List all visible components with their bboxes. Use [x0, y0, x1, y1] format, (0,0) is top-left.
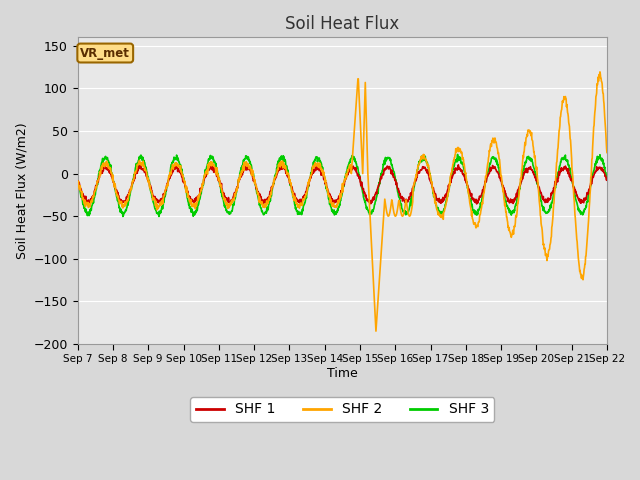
X-axis label: Time: Time: [327, 367, 358, 380]
Text: VR_met: VR_met: [80, 47, 130, 60]
Y-axis label: Soil Heat Flux (W/m2): Soil Heat Flux (W/m2): [15, 122, 28, 259]
Title: Soil Heat Flux: Soil Heat Flux: [285, 15, 399, 33]
Legend: SHF 1, SHF 2, SHF 3: SHF 1, SHF 2, SHF 3: [190, 397, 494, 422]
